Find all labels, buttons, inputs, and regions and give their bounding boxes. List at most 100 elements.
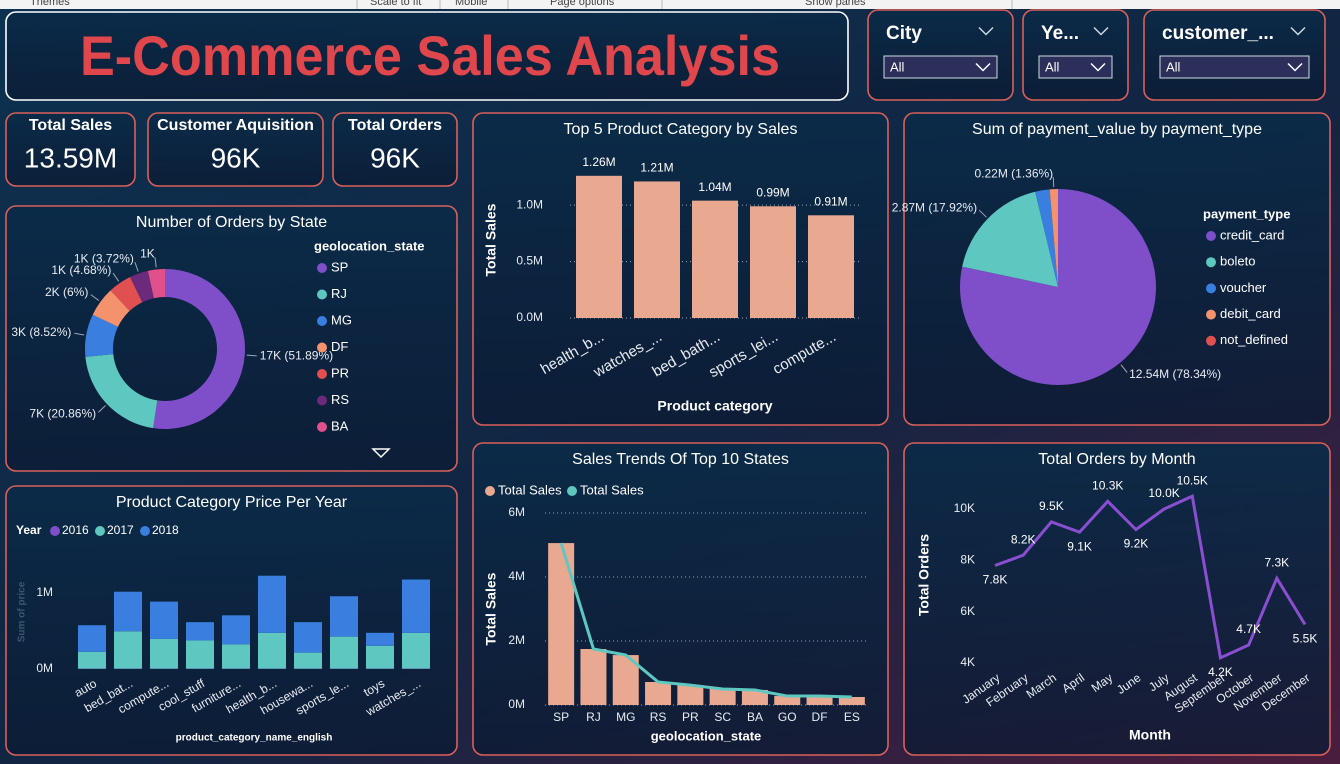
legend-label: 2017 (107, 523, 134, 537)
filter-dropdown[interactable] (1159, 55, 1310, 79)
dashboard-title: E-Commerce Sales Analysis (80, 24, 780, 87)
legend-label: SP (331, 259, 348, 274)
y-tick-label: 0.5M (516, 254, 543, 268)
bar (806, 696, 833, 705)
leader-line (978, 209, 987, 218)
legend-swatch (485, 486, 495, 496)
legend-label: DF (331, 339, 348, 354)
x-tick-label: MG (616, 710, 635, 724)
bar-segment (330, 636, 358, 669)
leader-line (74, 332, 85, 336)
leader-line (90, 294, 100, 301)
legend-swatch (1206, 231, 1216, 241)
panel (903, 442, 1331, 756)
bar-segment (78, 625, 106, 652)
slice (85, 314, 118, 357)
chart-title: Number of Orders by State (136, 214, 327, 231)
data-label: 10.0K (1148, 486, 1179, 500)
x-axis-title: geolocation_state (651, 728, 762, 743)
filter-label: Ye... (1041, 23, 1079, 44)
legend-label: 2016 (62, 523, 89, 537)
bar-segment (366, 645, 394, 669)
data-label: 1.21M (640, 161, 673, 175)
x-tick-label: SC (714, 710, 731, 724)
chevron (1290, 26, 1306, 36)
filter-dropdown[interactable] (883, 55, 998, 79)
data-label: 8.2K (1011, 532, 1036, 546)
bar-segment (222, 615, 250, 645)
y-tick-label: 1.0M (516, 197, 543, 211)
bar-segment (222, 644, 250, 669)
slice (962, 191, 1058, 287)
legend-label: credit_card (1220, 227, 1284, 242)
filter-value: All (1166, 59, 1181, 74)
y-tick-label: 6M (508, 505, 525, 519)
chart-title: Product Category Price Per Year (116, 494, 348, 511)
kpi-value: 96K (211, 142, 261, 173)
data-label: 2K (6%) (45, 285, 88, 299)
y-tick-label: 4M (508, 569, 525, 583)
toolbar-item: Themes (30, 0, 70, 8)
y-tick-label: 2M (508, 633, 525, 647)
legend-label: not_defined (1220, 332, 1288, 347)
legend-title: payment_type (1203, 206, 1290, 221)
legend-swatch (317, 369, 327, 379)
bar-segment (258, 575, 286, 633)
legend-swatch (317, 395, 327, 406)
data-label: 12.54M (78.34%) (1129, 367, 1221, 381)
kpi-label: Customer Aquisition (157, 117, 314, 134)
x-tick-label: RJ (586, 710, 601, 724)
x-tick-label: RS (650, 710, 667, 724)
toolbar-item: Show panes (805, 0, 866, 8)
data-label: 10.3K (1092, 479, 1123, 493)
legend-swatch (317, 263, 327, 273)
bar-segment (402, 579, 430, 633)
panel (5, 112, 136, 187)
leader-line (154, 257, 157, 268)
data-label: 9.2K (1124, 537, 1149, 551)
kpi-value: 13.59M (24, 142, 117, 173)
slice (92, 290, 130, 327)
toolbar-item: Scale to fit (370, 0, 421, 8)
filter-label: City (886, 23, 922, 44)
leader-line (134, 261, 139, 272)
data-label: 9.5K (1039, 499, 1064, 513)
bar (548, 543, 575, 705)
y-axis-title: Total Sales (483, 203, 499, 276)
bar-segment (258, 632, 286, 669)
bar (709, 689, 736, 705)
data-label: 1K (140, 247, 155, 261)
slice (1035, 189, 1058, 287)
data-label: 2.87M (17.92%) (892, 200, 977, 214)
y-tick-label: 1M (36, 585, 53, 599)
filter-value: All (890, 59, 905, 74)
y-axis-title: Total Sales (483, 572, 499, 645)
legend-label: debit_card (1220, 306, 1281, 321)
bar-segment (150, 638, 178, 669)
chart-title: Sales Trends Of Top 10 States (572, 451, 789, 468)
legend-label: voucher (1220, 280, 1267, 295)
bar-segment (366, 632, 394, 646)
y-tick-label: 10K (954, 501, 975, 515)
filter-dropdown[interactable] (1038, 55, 1113, 79)
slice (153, 269, 245, 430)
data-label: 3K (8.52%) (11, 325, 71, 339)
legend-label: Total Sales (580, 482, 644, 497)
legend-swatch (317, 289, 327, 300)
legend-swatch (50, 526, 60, 536)
bar (576, 175, 622, 318)
legend-swatch (140, 526, 150, 536)
legend-label: boleto (1220, 254, 1255, 269)
bar (580, 649, 607, 705)
legend-swatch (1206, 335, 1216, 346)
data-label: 1K (4.68%) (51, 263, 111, 277)
bar-segment (186, 622, 214, 641)
legend-swatch (1206, 257, 1216, 268)
bar-segment (294, 652, 322, 669)
data-label: 7.3K (1264, 555, 1289, 569)
line (559, 542, 852, 699)
legend-label: RS (331, 392, 349, 407)
slice (110, 277, 143, 311)
data-label: 4.7K (1236, 622, 1261, 636)
